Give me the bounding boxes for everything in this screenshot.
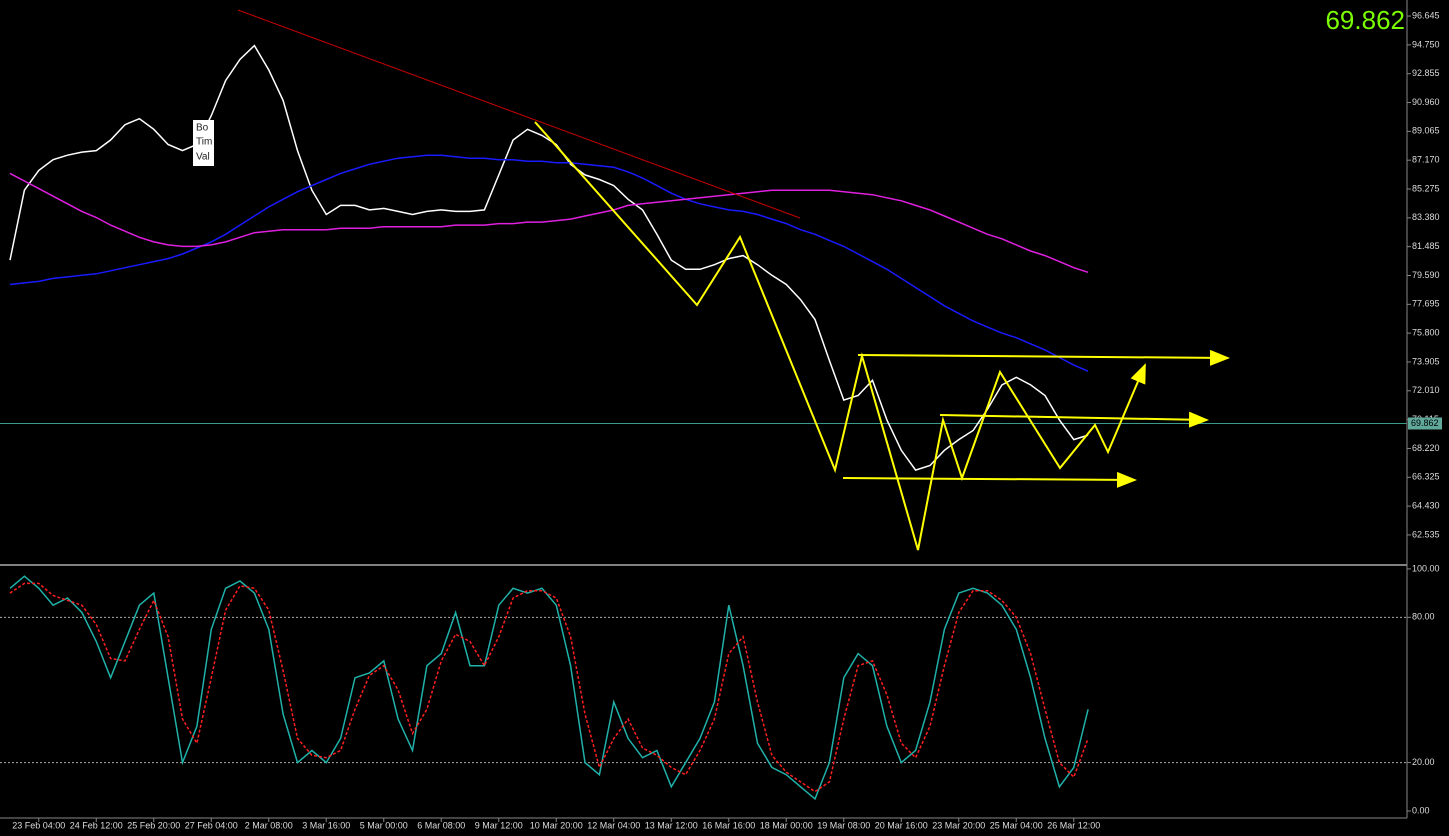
plot-area <box>0 44 1407 801</box>
resistance-arrow <box>857 349 1230 366</box>
x-tick-label: 12 Mar 04:00 <box>587 820 640 830</box>
tooltip: Bo Tim Val <box>193 120 214 166</box>
y-tick-label: 81.485 <box>1412 241 1440 251</box>
trend-line <box>237 9 801 219</box>
y-tick-label: 85.275 <box>1412 183 1440 193</box>
support-arrow <box>842 471 1137 488</box>
y-tick-label: 87.170 <box>1412 155 1440 165</box>
y-tick-label: 90.960 <box>1412 97 1440 107</box>
x-tick-label: 16 Mar 16:00 <box>702 820 755 830</box>
y-tick-label: 92.855 <box>1412 68 1440 78</box>
y-tick-label: 66.325 <box>1412 472 1440 482</box>
current-price-box <box>1408 417 1442 430</box>
series-line <box>9 172 1089 274</box>
y-tick-label: 73.905 <box>1412 356 1440 366</box>
y-tick-label: 100.00 <box>1412 563 1440 573</box>
x-tick-label: 20 Mar 16:00 <box>875 820 928 830</box>
tooltip-text: Tim <box>196 137 212 148</box>
y-tick-label: 68.220 <box>1412 443 1440 453</box>
y-tick-label: 75.800 <box>1412 328 1440 338</box>
y-tick-label: 89.065 <box>1412 126 1440 136</box>
series-line <box>9 575 1089 801</box>
axes: 23 Feb 04:00 24 Feb 12:00 25 Feb 20:00 27 F… <box>12 10 1442 830</box>
x-tick-label: 2 Mar 08:00 <box>245 820 293 830</box>
y-tick-label: 96.645 <box>1412 10 1440 20</box>
x-tick-label: 25 Feb 20:00 <box>127 820 180 830</box>
x-tick-label: 19 Mar 08:00 <box>817 820 870 830</box>
y-tick-label: 80.00 <box>1412 612 1435 622</box>
y-tick-label: 20.00 <box>1412 757 1435 767</box>
tooltip-text: Bo <box>196 123 209 134</box>
x-tick-label: 13 Mar 12:00 <box>645 820 698 830</box>
x-tick-label: 23 Feb 04:00 <box>12 820 65 830</box>
zigzag-arrow <box>534 121 1146 551</box>
mid-arrow <box>939 411 1209 428</box>
tooltip-bg <box>193 120 214 166</box>
x-tick-label: 18 Mar 00:00 <box>760 820 813 830</box>
x-tick-label: 24 Feb 12:00 <box>70 820 123 830</box>
x-tick-label: 9 Mar 12:00 <box>475 820 523 830</box>
y-tick-label: 77.695 <box>1412 299 1440 309</box>
x-tick-label: 27 Feb 04:00 <box>185 820 238 830</box>
series-line <box>9 154 1089 372</box>
x-tick-label: 25 Mar 04:00 <box>990 820 1043 830</box>
x-tick-label: 23 Mar 20:00 <box>932 820 985 830</box>
y-tick-label: 72.010 <box>1412 385 1440 395</box>
series-line <box>9 582 1089 793</box>
x-tick-label: 3 Mar 16:00 <box>302 820 350 830</box>
y-tick-label: 62.535 <box>1412 529 1440 539</box>
current-price: 69.862 <box>1325 5 1405 35</box>
y-tick-label: 64.430 <box>1412 500 1440 510</box>
y-tick-label: 83.380 <box>1412 212 1440 222</box>
y-tick-label: 79.590 <box>1412 270 1440 280</box>
y-tick-label: 0.00 <box>1412 805 1430 815</box>
series-line <box>9 44 1089 471</box>
tooltip-box: Bo Tim Val <box>193 120 214 166</box>
x-tick-label: 6 Mar 08:00 <box>417 820 465 830</box>
x-tick-label: 5 Mar 00:00 <box>360 820 408 830</box>
x-tick-label: 26 Mar 12:00 <box>1047 820 1100 830</box>
current-price-label: 69.862 <box>1411 418 1439 428</box>
y-tick-label: 94.750 <box>1412 39 1440 49</box>
annotations <box>534 121 1230 551</box>
tooltip-text: Val <box>196 152 210 163</box>
x-tick-label: 10 Mar 20:00 <box>530 820 583 830</box>
